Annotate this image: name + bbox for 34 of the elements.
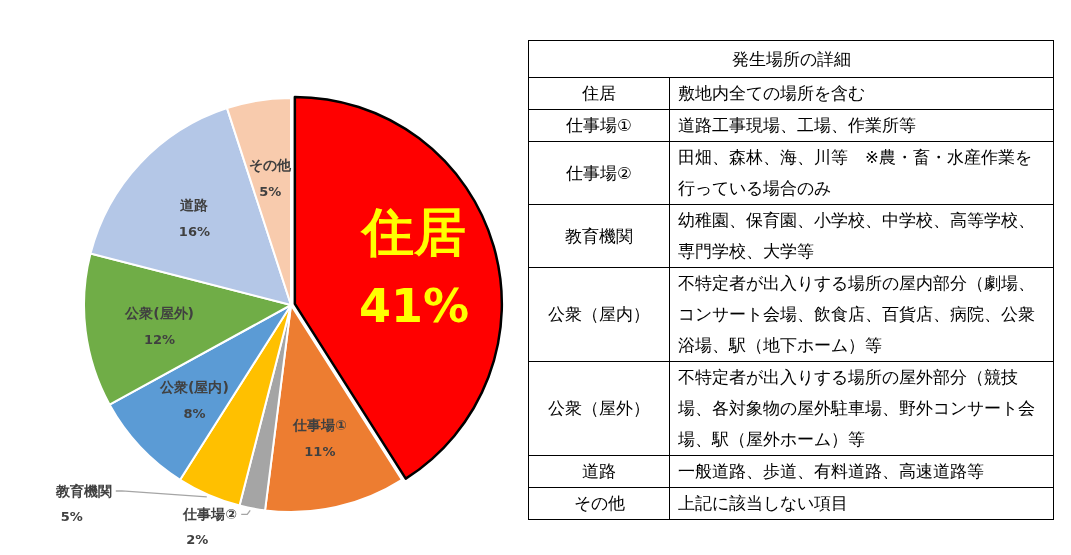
slice-label: その他 — [249, 157, 293, 174]
data-label: 16% — [178, 224, 210, 240]
category-label: 住居 — [528, 77, 670, 110]
data-label: 8% — [183, 405, 206, 421]
slice-label: 公衆(屋内) — [159, 378, 229, 395]
data-label: 5% — [259, 184, 282, 200]
category-label: 道路 — [528, 455, 670, 488]
text: 上記に該当しない項目 — [669, 487, 1054, 520]
slice-label: 教育機関 — [54, 482, 112, 499]
text: 発生場所の詳細 — [528, 40, 1054, 78]
slice-label: 道路 — [179, 197, 209, 214]
text: 田畑、森林、海、川等 ※農・畜・水産作業を行っている場合のみ — [669, 141, 1054, 205]
text: 一般道路、歩道、有料道路、高速道路等 — [669, 455, 1054, 488]
category-label: 仕事場① — [528, 109, 670, 142]
data-label: 2% — [186, 532, 209, 548]
category-label: 仕事場② — [528, 141, 670, 205]
slice-label: 仕事場① — [291, 417, 347, 434]
category-label: 教育機関 — [528, 204, 670, 268]
slice-label: 仕事場② — [182, 506, 238, 523]
text: 幼稚園、保育園、小学校、中学校、高等学校、専門学校、大学等 — [669, 204, 1054, 268]
data-label: 11% — [304, 444, 336, 460]
data-label: 12% — [144, 331, 176, 347]
text: 敷地内全ての場所を含む — [669, 77, 1054, 110]
category-label: 公衆（屋内） — [528, 267, 670, 362]
text: 道路工事現場、工場、作業所等 — [669, 109, 1054, 142]
text: 不特定者が出入りする場所の屋外部分（競技場、各対象物の屋外駐車場、野外コンサート会場、駅（屋外ホーム）等 — [669, 361, 1054, 456]
slice-label: 公衆(屋外) — [124, 304, 194, 321]
slice-label: 住居 — [360, 202, 467, 263]
pie-slice — [293, 95, 504, 480]
data-label: 41% — [359, 279, 470, 334]
text: 不特定者が出入りする場所の屋内部分（劇場、コンサート会場、飲食店、百貨店、病院、公衆浴場、駅（地下ホーム）等 — [669, 267, 1054, 362]
category-label: その他 — [528, 487, 670, 520]
category-label: 公衆（屋外） — [528, 361, 670, 456]
data-label: 5% — [60, 508, 83, 524]
